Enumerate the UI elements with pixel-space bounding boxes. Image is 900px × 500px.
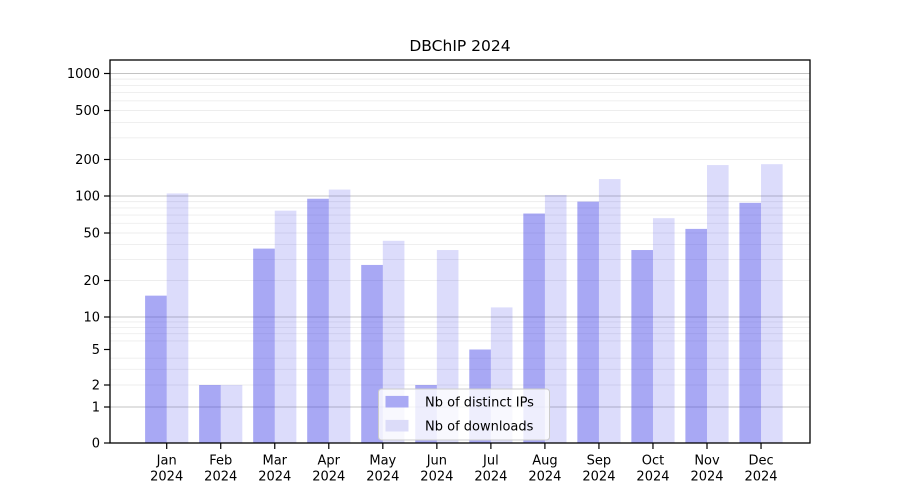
- bar-nb-of-distinct-ips-jan: [145, 295, 167, 443]
- bar-nb-of-downloads-nov: [707, 165, 729, 444]
- plot-border: [109, 59, 811, 444]
- x-tick-label-feb: Feb: [209, 454, 232, 469]
- bar-nb-of-downloads-oct: [652, 218, 675, 443]
- y-axis-ticks: 0 1 2 5 10 20 50 100 200 500 1000: [67, 67, 110, 452]
- x-tick-label-apr: Apr: [318, 454, 341, 469]
- x-tick-label-sep: Sep: [587, 454, 612, 469]
- bar-nb-of-distinct-ips-nov: [685, 228, 707, 443]
- bar-nb-of-distinct-ips-apr: [307, 198, 329, 443]
- gridlines: [110, 72, 810, 408]
- x-tick-year-apr: 2024: [312, 470, 345, 485]
- bar-nb-of-downloads-mar: [274, 210, 297, 443]
- bar-nb-of-distinct-ips-aug: [523, 213, 545, 443]
- y-tick-label-2: 2: [92, 379, 100, 394]
- y-tick-label-200: 200: [75, 153, 100, 168]
- bar-nb-of-distinct-ips-may: [361, 264, 383, 443]
- x-tick-year-nov: 2024: [690, 470, 723, 485]
- bar-nb-of-downloads-feb: [220, 385, 243, 443]
- x-tick-label-jan: Jan: [156, 454, 177, 469]
- y-tick-label-100: 100: [75, 190, 100, 205]
- bar-nb-of-downloads-sep: [598, 179, 621, 443]
- x-tick-label-jun: Jun: [426, 454, 447, 469]
- x-tick-year-jun: 2024: [420, 470, 453, 485]
- x-axis-ticks: Jan2024Feb2024Mar2024Apr2024May2024Jun20…: [150, 443, 778, 485]
- x-tick-label-may: May: [369, 454, 396, 469]
- x-tick-label-nov: Nov: [694, 454, 720, 469]
- x-tick-label-oct: Oct: [642, 454, 664, 469]
- x-tick-label-jul: Jul: [482, 454, 499, 469]
- x-tick-label-aug: Aug: [532, 454, 557, 469]
- x-tick-year-sep: 2024: [582, 470, 615, 485]
- bar-nb-of-distinct-ips-sep: [577, 201, 599, 443]
- bar-nb-of-distinct-ips-dec: [739, 202, 762, 443]
- legend-swatch-nb-of-downloads: [385, 419, 409, 432]
- x-tick-year-jul: 2024: [474, 470, 507, 485]
- bar-nb-of-downloads-aug: [544, 194, 567, 443]
- bar-nb-of-downloads-dec: [761, 164, 783, 443]
- x-tick-label-dec: Dec: [748, 454, 773, 469]
- y-tick-label-20: 20: [83, 274, 100, 289]
- y-tick-label-1: 1: [92, 401, 100, 416]
- bar-nb-of-distinct-ips-mar: [253, 248, 275, 443]
- x-tick-year-aug: 2024: [528, 470, 561, 485]
- legend-box: [378, 388, 550, 441]
- legend-swatch-nb-of-distinct-ips: [385, 395, 409, 408]
- y-tick-label-10: 10: [83, 311, 100, 326]
- y-tick-label-50: 50: [83, 227, 100, 242]
- x-tick-year-mar: 2024: [258, 470, 291, 485]
- legend-label-nb-of-distinct-ips: Nb of distinct IPs: [425, 395, 534, 410]
- y-tick-label-500: 500: [75, 104, 100, 119]
- x-tick-year-dec: 2024: [744, 470, 777, 485]
- x-tick-label-mar: Mar: [262, 454, 287, 469]
- chart-title: DBChIP 2024: [409, 37, 510, 55]
- x-tick-year-feb: 2024: [204, 470, 237, 485]
- bar-nb-of-downloads-apr: [328, 189, 351, 443]
- y-tick-label-0: 0: [92, 437, 100, 452]
- x-tick-year-may: 2024: [366, 470, 399, 485]
- legend: Nb of distinct IPs Nb of downloads: [378, 388, 550, 441]
- legend-label-nb-of-downloads: Nb of downloads: [425, 419, 534, 434]
- y-tick-label-5: 5: [92, 343, 100, 358]
- bar-nb-of-distinct-ips-oct: [631, 250, 653, 443]
- x-tick-year-oct: 2024: [636, 470, 669, 485]
- bar-nb-of-downloads-jan: [166, 193, 189, 443]
- bars: [145, 164, 783, 444]
- y-tick-label-1000: 1000: [67, 67, 100, 82]
- bar-nb-of-distinct-ips-feb: [199, 385, 221, 443]
- x-tick-year-jan: 2024: [150, 470, 183, 485]
